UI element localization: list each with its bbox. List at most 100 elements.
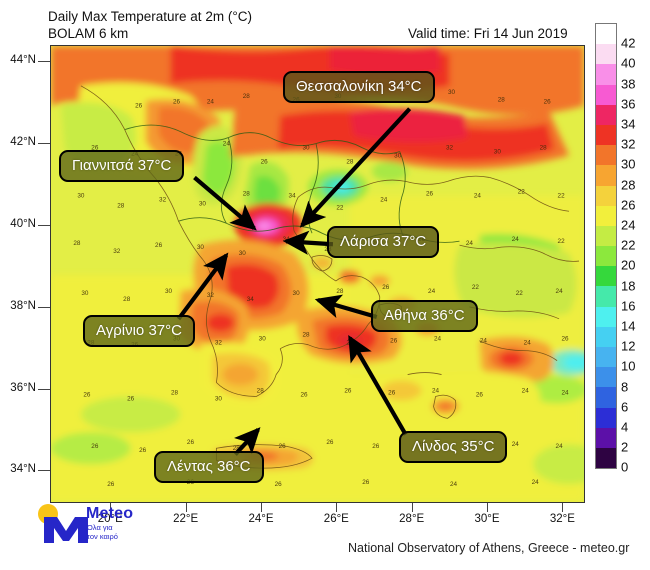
svg-text:26: 26 [562,336,570,343]
latitude-tick [38,143,50,145]
colorbar-swatch [596,407,616,428]
svg-text:32: 32 [215,340,223,347]
svg-text:24: 24 [524,340,532,347]
colorbar-tick-label: 28 [621,177,636,193]
valid-time-label: Valid time: Fri 14 Jun 2019 [408,26,568,41]
colorbar-tick-label: 30 [621,156,636,172]
colorbar-swatch [596,124,616,146]
colorbar-swatch [596,427,616,448]
svg-text:24: 24 [556,288,564,295]
svg-text:26: 26 [390,338,398,345]
svg-text:28: 28 [117,202,125,209]
callout-lindos[interactable]: Λίνδος 35°C [399,431,508,464]
callout-larisa[interactable]: Λάρισα 37°C [327,226,440,259]
svg-text:26: 26 [107,481,115,488]
colorbar-swatch [596,225,616,247]
svg-text:26: 26 [83,391,91,398]
longitude-tick-label: 22°E [173,513,199,525]
svg-text:30: 30 [494,149,502,156]
svg-text:26: 26 [544,99,552,106]
svg-text:28: 28 [257,387,265,394]
colorbar-swatch [596,266,616,287]
latitude-tick [38,61,50,63]
svg-text:26: 26 [362,479,370,486]
callout-athina[interactable]: Αθήνα 36°C [371,300,478,333]
svg-text:24: 24 [434,336,442,343]
logo-wordmark: Meteo [86,505,134,522]
svg-text:24: 24 [474,192,482,199]
longitude-tick [260,503,262,512]
svg-text:28: 28 [540,145,548,152]
svg-text:26: 26 [476,391,484,398]
svg-text:22: 22 [558,192,566,199]
svg-text:26: 26 [173,99,181,106]
svg-text:26: 26 [346,340,354,347]
svg-text:24: 24 [466,240,474,247]
latitude-tick [38,224,50,226]
latitude-tick-label: 36°N [10,381,36,394]
logo-tagline-line1: Όλα για [87,523,113,532]
colorbar-swatch [596,306,616,327]
chart-title: Daily Max Temperature at 2m (°C) BOLAM 6… [48,8,252,42]
attribution-text: National Observatory of Athens, Greece -… [348,541,630,555]
svg-text:34: 34 [247,296,255,303]
colorbar-tick-label: 36 [621,96,636,112]
svg-text:24: 24 [480,338,488,345]
svg-text:28: 28 [498,97,506,104]
svg-text:28: 28 [243,93,251,100]
colorbar-tick-label: 0 [621,459,629,475]
svg-text:32: 32 [446,145,454,152]
colorbar-swatch [596,447,616,469]
svg-text:24: 24 [207,99,215,106]
svg-text:26: 26 [91,145,99,152]
colorbar-tick-label: 12 [621,338,636,354]
svg-text:26: 26 [139,447,147,454]
svg-text:24: 24 [562,389,570,396]
svg-text:22: 22 [516,290,524,297]
svg-text:32: 32 [113,248,121,255]
svg-text:26: 26 [275,481,283,488]
latitude-tick-label: 42°N [10,136,36,149]
svg-text:30: 30 [293,290,301,297]
colorbar-tick-label: 26 [621,197,636,213]
latitude-tick-label: 44°N [10,54,36,67]
callout-thessaloniki[interactable]: Θεσσαλονίκη 34°C [283,71,435,104]
colorbar-swatch [596,24,616,45]
callout-lentas[interactable]: Λέντας 36°C [154,451,264,484]
colorbar-tick-label: 40 [621,55,636,71]
colorbar-tick-label: 22 [621,237,636,253]
longitude-tick [487,503,489,512]
colorbar-tick-label: 24 [621,217,636,233]
callout-agrinio[interactable]: Αγρίνιο 37°C [83,315,195,348]
colorbar-tick-label: 2 [621,439,629,455]
svg-text:28: 28 [243,190,251,197]
map-area[interactable]: 26 26 24 28 26 30 32 30 28 26 26 24 24 24 26 30 28… [50,45,585,503]
colorbar-tick-label: 20 [621,257,636,273]
callout-giannitsa[interactable]: Γιαννιτσά 37°C [59,150,185,183]
svg-text:26: 26 [91,443,99,450]
svg-text:22: 22 [558,238,566,245]
colorbar-swatch [596,84,616,105]
colorbar-tick-label: 32 [621,136,636,152]
svg-text:24: 24 [512,441,520,448]
svg-text:26: 26 [388,389,396,396]
logo-tagline: Όλα για τον καιρό [87,523,118,541]
svg-text:22: 22 [336,204,344,211]
latitude-tick-label: 40°N [10,217,36,230]
svg-text:28: 28 [336,288,344,295]
colorbar-swatch [596,165,616,186]
latitude-tick-label: 34°N [10,463,36,476]
svg-text:24: 24 [522,387,530,394]
colorbar-tick-label: 16 [621,298,636,314]
longitude-tick-label: 28°E [399,513,425,525]
logo-m-mark [44,517,88,543]
colorbar[interactable] [595,23,617,470]
svg-text:24: 24 [223,141,231,148]
svg-text:26: 26 [135,103,143,110]
colorbar-tick-label: 4 [621,419,629,435]
svg-text:30: 30 [448,89,456,96]
longitude-tick-label: 24°E [248,513,274,525]
svg-text:30: 30 [215,395,223,402]
meteo-logo[interactable] [26,503,156,551]
